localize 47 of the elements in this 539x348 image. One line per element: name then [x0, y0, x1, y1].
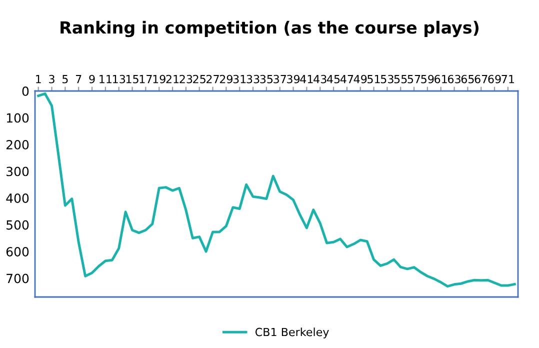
x-tick-label: 37 [274, 74, 286, 84]
x-tick-label: 55 [394, 75, 407, 84]
x-tick-label: 49 [354, 74, 367, 84]
x-tick-label: 31 [233, 74, 246, 84]
x-tick-label: 57 [408, 75, 420, 84]
y-tick-label: 500 [6, 220, 29, 230]
x-tick-label: 13 [113, 74, 126, 84]
x-tick-label: 1 [36, 75, 41, 84]
x-tick-label: 67 [474, 74, 488, 84]
x-tick-label: 71 [502, 75, 514, 84]
x-tick-label: 9 [89, 74, 95, 84]
x-tick-label: 47 [340, 75, 354, 84]
x-tick-label: 29 [220, 74, 232, 84]
x-tick-label: 35 [260, 74, 273, 84]
x-tick-label: 69 [488, 74, 501, 84]
line-series [37, 92, 516, 288]
x-tick-label: 3 [49, 74, 54, 84]
x-tick-label: 41 [300, 75, 313, 84]
y-tick-label: 300 [6, 166, 29, 176]
x-tick-label: 5 [62, 75, 68, 84]
x-tick-label: 65 [461, 74, 474, 84]
legend-label: CB1 Berkeley [255, 328, 329, 338]
y-tick-label: 700 [6, 274, 29, 284]
x-tick-label: 17 [140, 75, 152, 84]
chart-title: Ranking in competition (as the course plays) [60, 20, 479, 38]
x-tick-label: 27 [206, 74, 219, 84]
x-tick-label: 21 [166, 74, 179, 84]
x-tick-label: 39 [287, 74, 300, 84]
y-tick-label: 0 [22, 86, 29, 96]
x-tick-label: 51 [368, 75, 380, 84]
y-tick-label: 100 [6, 113, 29, 123]
x-tick-label: 15 [126, 75, 138, 84]
x-tick-label: 7 [76, 75, 82, 84]
y-tick-label: 600 [6, 246, 29, 256]
y-tick-label: 200 [6, 140, 29, 150]
x-tick-label: 11 [100, 75, 112, 84]
x-tick-label: 43 [314, 74, 326, 84]
y-tick-label: 400 [6, 193, 29, 203]
x-tick-label: 59 [421, 74, 434, 84]
x-tick-label: 33 [246, 74, 260, 84]
x-tick-label: 45 [326, 75, 340, 84]
x-tick-label: 61 [434, 74, 447, 84]
x-tick-label: 63 [448, 74, 460, 84]
x-tick-label: 25 [193, 74, 206, 84]
x-tick-label: 23 [180, 74, 192, 84]
x-tick-label: 19 [153, 74, 166, 84]
x-tick-label: 53 [380, 74, 394, 84]
